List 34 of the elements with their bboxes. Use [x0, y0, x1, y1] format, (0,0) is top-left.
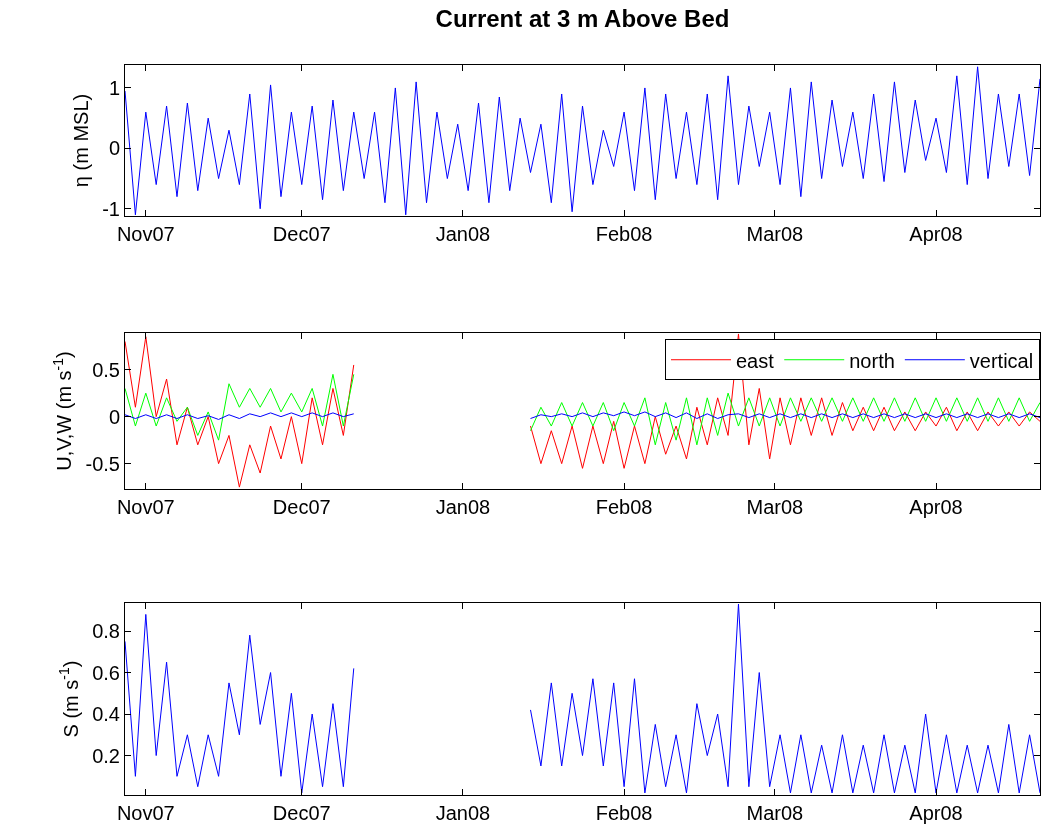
line-series	[125, 66, 1040, 216]
y-tick-label: -1	[102, 197, 120, 220]
x-tick-label: Apr08	[909, 802, 963, 824]
y-tick-label: -0.5	[85, 452, 120, 475]
x-tick-label: Mar08	[746, 496, 804, 518]
legend-label: vertical	[969, 349, 1034, 372]
y-tick-label: 0.5	[92, 358, 120, 381]
x-tick-label: Nov07	[116, 802, 175, 824]
y-tick-label: 0.6	[92, 661, 120, 684]
x-tick-label: Jan08	[435, 223, 491, 245]
x-tick-label: Jan08	[435, 496, 491, 518]
x-tick-label: Feb08	[595, 496, 653, 518]
legend-label: east	[736, 349, 775, 372]
y-tick-label: 0.4	[92, 703, 120, 726]
x-tick-label: Feb08	[595, 802, 653, 824]
y-tick-label: 0	[108, 137, 120, 160]
y-axis-title: η (m MSL)	[69, 93, 92, 188]
y-tick-label: 0.8	[92, 620, 120, 643]
x-tick-label: Nov07	[116, 223, 175, 245]
x-tick-label: Mar08	[746, 223, 804, 245]
x-tick-label: Dec07	[272, 802, 331, 824]
x-tick-label: Mar08	[746, 802, 804, 824]
y-tick-label: 0	[108, 405, 120, 428]
x-tick-label: Apr08	[909, 496, 963, 518]
y-tick-label: 0.2	[92, 744, 120, 767]
x-tick-label: Jan08	[435, 802, 491, 824]
chart-title: Current at 3 m Above Bed	[435, 4, 730, 32]
x-tick-label: Dec07	[272, 496, 331, 518]
x-tick-label: Feb08	[595, 223, 653, 245]
x-tick-label: Dec07	[272, 223, 331, 245]
x-tick-label: Apr08	[909, 223, 963, 245]
y-tick-label: 1	[108, 76, 120, 99]
legend-label: north	[849, 349, 895, 372]
x-tick-label: Nov07	[116, 496, 175, 518]
